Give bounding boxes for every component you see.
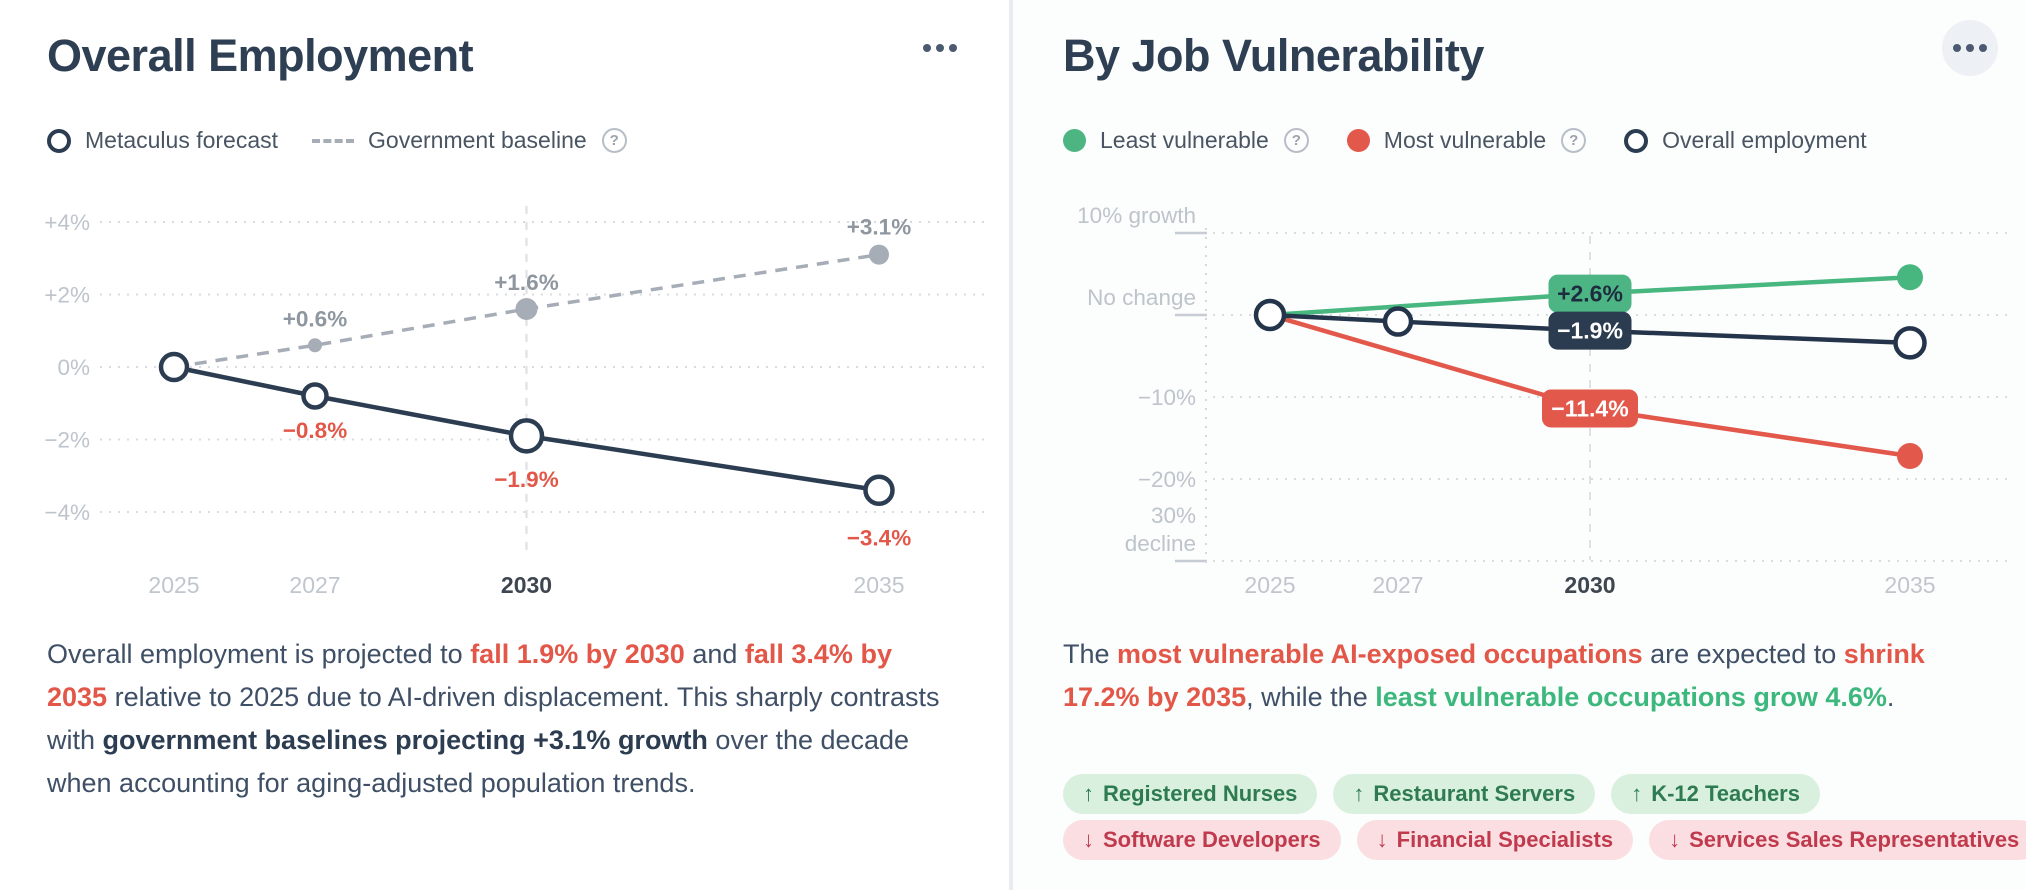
svg-text:−4%: −4%	[44, 500, 90, 525]
legend-item-metaculus-forecast[interactable]: Metaculus forecast	[47, 127, 278, 154]
svg-text:+4%: +4%	[44, 210, 90, 235]
tag-financial-specialists: ↓ Financial Specialists	[1356, 820, 1634, 860]
open-circle-marker-icon	[1624, 128, 1649, 153]
svg-text:−2%: −2%	[44, 428, 90, 453]
green-dot-marker-icon	[1063, 129, 1086, 152]
svg-text:−10%: −10%	[1138, 385, 1196, 410]
help-icon[interactable]: ?	[601, 128, 627, 153]
svg-text:10% growth: 10% growth	[1077, 203, 1196, 228]
ellipsis-menu-button[interactable]	[1942, 20, 1998, 76]
down-arrow-icon: ↓	[1376, 827, 1388, 852]
legend-item-government-baseline[interactable]: Government baseline ?	[312, 127, 627, 154]
svg-text:+2%: +2%	[44, 283, 90, 308]
legend-label: Government baseline	[368, 127, 587, 153]
overall-employment-panel: Overall Employment Metaculus forecast Go…	[0, 0, 1009, 890]
svg-text:2030: 2030	[1564, 572, 1615, 598]
up-arrow-icon: ↑	[1631, 781, 1643, 806]
svg-text:0%: 0%	[57, 355, 90, 380]
svg-text:−20%: −20%	[1138, 467, 1196, 492]
growing-occupations-tags: ↑ Registered Nurses ↑ Restaurant Servers…	[1063, 774, 1820, 814]
tag-services-sales-representatives: ↓ Services Sales Representatives	[1649, 820, 2026, 860]
legend-item-most-vulnerable[interactable]: Most vulnerable ?	[1346, 127, 1587, 154]
svg-text:+2.6%: +2.6%	[1557, 281, 1623, 307]
page-title: Overall Employment	[47, 30, 474, 81]
svg-text:−1.9%: −1.9%	[494, 467, 558, 492]
up-arrow-icon: ↑	[1353, 781, 1365, 806]
down-arrow-icon: ↓	[1669, 827, 1681, 852]
tag-k12-teachers: ↑ K-12 Teachers	[1611, 774, 1820, 814]
svg-text:2030: 2030	[501, 572, 552, 598]
legend-label: Most vulnerable	[1383, 127, 1547, 153]
svg-text:−3.4%: −3.4%	[847, 525, 911, 550]
page-title: By Job Vulnerability	[1063, 30, 1484, 81]
svg-text:+3.1%: +3.1%	[847, 215, 911, 240]
legend-label: Metaculus forecast	[85, 127, 279, 153]
svg-text:2027: 2027	[1372, 572, 1423, 598]
svg-text:2035: 2035	[1884, 572, 1935, 598]
legend: Least vulnerable ? Most vulnerable ? Ove…	[1063, 127, 1867, 154]
svg-text:decline: decline	[1125, 531, 1196, 556]
legend-label: Overall employment	[1662, 127, 1867, 153]
svg-text:+1.6%: +1.6%	[494, 270, 558, 295]
svg-text:2025: 2025	[1244, 572, 1295, 598]
svg-text:+0.6%: +0.6%	[283, 306, 347, 331]
overall-employment-chart: +4% +2% 0% −2% −4% 2025 2027 2030 2035 +0.6% +1.6%…	[44, 206, 988, 598]
tag-restaurant-servers: ↑ Restaurant Servers	[1333, 774, 1596, 814]
dashed-line-marker-icon	[312, 138, 355, 143]
svg-text:2035: 2035	[853, 572, 904, 598]
legend-item-least-vulnerable[interactable]: Least vulnerable ?	[1063, 127, 1309, 154]
svg-text:−1.9%: −1.9%	[1557, 318, 1623, 344]
down-arrow-icon: ↓	[1083, 827, 1094, 852]
declining-occupations-tags: ↓ Software Developers ↓ Financial Specia…	[1063, 820, 2026, 860]
job-vulnerability-panel: By Job Vulnerability Least vulnerable ? …	[1013, 0, 2026, 890]
help-icon[interactable]: ?	[1561, 128, 1587, 153]
tag-registered-nurses: ↑ Registered Nurses	[1063, 774, 1318, 814]
up-arrow-icon: ↑	[1083, 781, 1094, 806]
svg-text:30%: 30%	[1151, 503, 1196, 528]
ellipsis-menu-icon[interactable]	[923, 44, 957, 52]
svg-text:−11.4%: −11.4%	[1551, 395, 1628, 421]
open-circle-marker-icon	[47, 128, 71, 153]
overall-employment-summary: Overall employment is projected to fall …	[47, 639, 940, 798]
svg-text:2027: 2027	[289, 572, 340, 598]
red-dot-marker-icon	[1346, 129, 1370, 152]
svg-text:2025: 2025	[148, 572, 199, 598]
help-icon[interactable]: ?	[1283, 128, 1309, 153]
job-vulnerability-summary: The most vulnerable AI-exposed occupatio…	[1063, 639, 1925, 712]
tag-software-developers: ↓ Software Developers	[1063, 820, 1341, 860]
legend-label: Least vulnerable	[1100, 127, 1269, 153]
svg-text:−0.8%: −0.8%	[283, 418, 347, 443]
job-vulnerability-chart: 10% growth No change −10% −20% 30% decline 202…	[1077, 203, 2010, 598]
legend-item-overall-employment[interactable]: Overall employment	[1624, 127, 1867, 154]
svg-text:No change: No change	[1087, 285, 1196, 310]
legend: Metaculus forecast Government baseline ?	[47, 127, 627, 154]
